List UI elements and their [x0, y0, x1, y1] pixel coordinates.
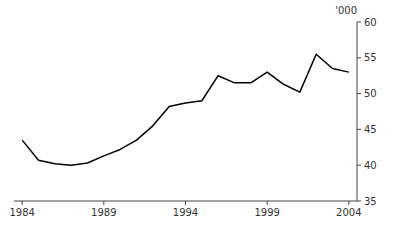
y-tick	[357, 57, 361, 58]
y-tick-label: 60	[364, 17, 377, 28]
plot-area	[22, 54, 349, 165]
y-tick-label: 35	[364, 196, 377, 207]
y-axis-label: '000	[335, 5, 357, 16]
y-tick	[357, 165, 361, 166]
x-tick-label: 1989	[91, 207, 116, 218]
y-tick	[357, 129, 361, 130]
y-tick	[357, 93, 361, 94]
data-line	[22, 54, 349, 165]
x-tick	[348, 201, 349, 205]
y-tick-label: 40	[364, 160, 377, 171]
x-tick-label: 1984	[9, 207, 34, 218]
x-tick	[22, 201, 23, 205]
y-tick-label: 50	[364, 88, 377, 99]
x-tick	[267, 201, 268, 205]
chart: 1984 1989 1994 1999 200435 40 45 50 55 60 '000	[0, 0, 397, 227]
y-tick-label: 55	[364, 52, 377, 63]
y-tick	[357, 22, 361, 23]
x-tick	[185, 201, 186, 205]
y-tick-label: 45	[364, 124, 377, 135]
x-tick-label: 2004	[336, 207, 361, 218]
x-tick	[103, 201, 104, 205]
x-tick-label: 1999	[254, 207, 279, 218]
y-tick	[357, 201, 361, 202]
x-tick-label: 1994	[173, 207, 198, 218]
y-axis-line	[357, 22, 358, 201]
